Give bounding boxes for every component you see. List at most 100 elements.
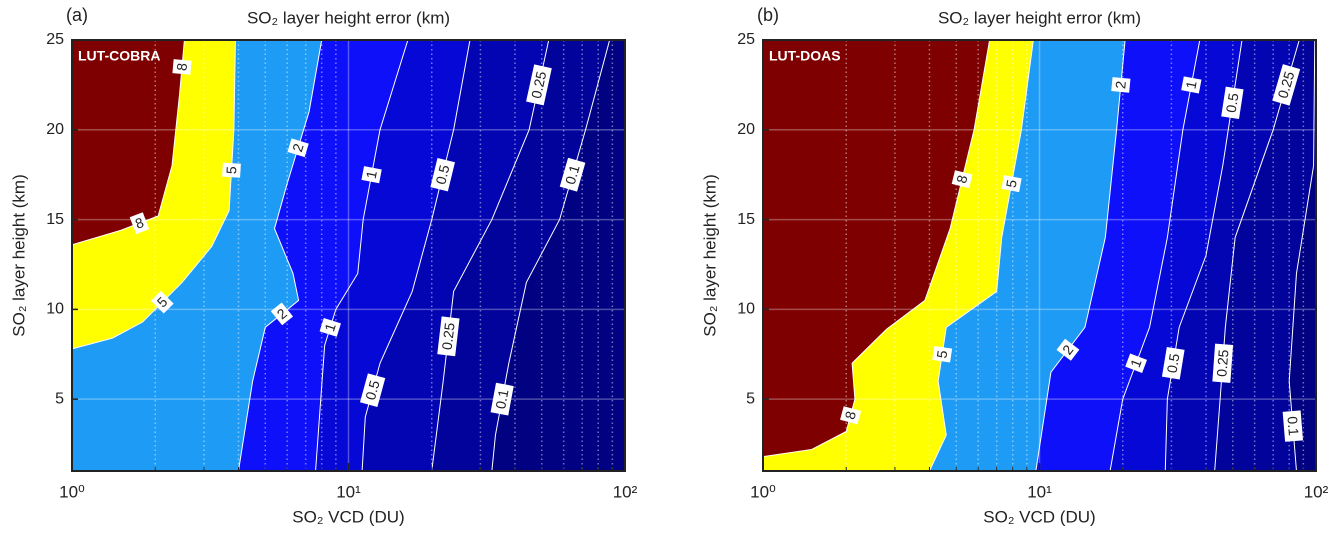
contour-label-group: 8 — [951, 170, 973, 189]
contour-label: 2 — [1112, 80, 1129, 89]
contour-label-box — [932, 346, 953, 363]
contour-label-group: 0.1 — [1282, 410, 1304, 442]
contour-label-box — [526, 64, 552, 106]
contour-label-group: 1 — [361, 166, 382, 184]
contour-line — [1035, 40, 1126, 471]
chart-title: SO₂ layer height error (km) — [247, 8, 450, 27]
contour-label-box — [1001, 175, 1022, 193]
contour-label-box — [129, 212, 150, 235]
contour-line — [361, 40, 471, 471]
contour-label-box — [1181, 76, 1202, 94]
y-axis-label: SO₂ layer height (km) — [700, 174, 719, 336]
contour-label: 1 — [1182, 79, 1199, 90]
contour-label-group: 0.5 — [430, 157, 455, 192]
contour-label-group: 8 — [172, 59, 192, 75]
contour-label: 0.1 — [562, 163, 583, 186]
y-tick-label: 5 — [55, 390, 64, 407]
y-tick-label: 15 — [737, 211, 755, 228]
contour-label-group: 0.1 — [490, 382, 514, 416]
x-tick-label: 10² — [613, 482, 638, 501]
contour-label: 0.25 — [528, 70, 550, 100]
contour-label: 0.1 — [492, 388, 511, 410]
y-tick-label: 20 — [46, 121, 64, 138]
contour-line — [1109, 40, 1201, 471]
contour-line — [1288, 40, 1316, 471]
contour-label-group: 5 — [222, 162, 241, 178]
contour-label: 0.5 — [1163, 352, 1182, 374]
contour-label-group: 0.5 — [1161, 346, 1185, 380]
contour-label-group: 0.1 — [559, 157, 586, 192]
contour-label-box — [490, 382, 514, 416]
contour-label-box — [172, 59, 192, 75]
x-axis-label: SO₂ VCD (DU) — [983, 507, 1095, 526]
contour-label-group: 1 — [1125, 353, 1148, 373]
contour-label-box — [559, 157, 586, 192]
y-tick-label: 15 — [46, 211, 64, 228]
contour-label: 1 — [363, 169, 380, 180]
contour-line — [491, 40, 611, 471]
y-tick-label: 5 — [746, 390, 755, 407]
contour-line — [72, 40, 236, 350]
contour-label: 8 — [953, 173, 970, 185]
contour-label-group: 5 — [1001, 175, 1022, 193]
contour-label-box — [1125, 353, 1148, 373]
x-tick-label: 10¹ — [336, 482, 361, 501]
contour-label-box — [360, 373, 386, 408]
contour-label-box — [1212, 343, 1234, 383]
contour-line — [237, 40, 323, 471]
contour-label-group: 0.5 — [360, 373, 386, 408]
y-tick-label: 10 — [46, 301, 64, 318]
contour-line — [1214, 40, 1300, 471]
panel-label: (b) — [757, 5, 779, 25]
contour-line — [72, 40, 185, 246]
contour-label-group: 8 — [840, 406, 862, 425]
panel-label: (a) — [66, 5, 88, 25]
contour-label-group: 2 — [1056, 338, 1080, 361]
chart-title: SO₂ layer height error (km) — [938, 8, 1141, 27]
contour-line — [431, 40, 550, 471]
contour-label-box — [437, 316, 460, 357]
contour-label: 8 — [842, 409, 860, 421]
contour-label-box — [1111, 77, 1131, 93]
contour-label-group: 8 — [129, 212, 150, 235]
contour-label-box — [361, 166, 382, 184]
contour-label: 5 — [223, 166, 239, 175]
y-tick-label: 20 — [737, 121, 755, 138]
contour-label: 8 — [173, 62, 190, 71]
x-tick-label: 10² — [1304, 482, 1329, 501]
contour-label: 0.25 — [1274, 69, 1297, 100]
contour-fill — [491, 40, 625, 471]
contour-label-box — [1161, 346, 1185, 380]
x-tick-label: 10¹ — [1027, 482, 1052, 501]
y-tick-label: 25 — [46, 31, 64, 48]
contour-label-box — [1272, 64, 1301, 106]
contour-label-box — [840, 406, 862, 425]
contour-label-box — [287, 138, 309, 158]
x-axis-label: SO₂ VCD (DU) — [292, 507, 404, 526]
contour-label-box — [1282, 410, 1304, 442]
contour-label-group: 2 — [270, 302, 294, 326]
contour-fill — [1289, 40, 1316, 471]
contour-line — [1164, 40, 1243, 471]
contour-label: 5 — [933, 349, 950, 359]
contour-line — [929, 40, 1034, 471]
contour-label-group: 1 — [319, 317, 341, 337]
contour-label: 0.5 — [362, 378, 383, 401]
contour-label: 5 — [1003, 178, 1020, 189]
contour-label-box — [1056, 338, 1080, 361]
plot-area — [72, 40, 625, 471]
contour-label-box — [319, 317, 341, 337]
contour-label-group: 0.25 — [526, 64, 552, 106]
contour-label: 0.5 — [432, 163, 452, 186]
contour-label-group: 2 — [287, 138, 309, 158]
x-tick-label: 10⁰ — [59, 482, 85, 501]
contour-label-group: 5 — [150, 290, 174, 314]
contour-label-group: 0.5 — [1221, 86, 1244, 120]
contour-label-group: 5 — [932, 346, 953, 363]
contour-label-box — [270, 302, 294, 326]
y-tick-label: 25 — [737, 31, 755, 48]
contour-label: 0.25 — [1213, 349, 1231, 378]
contour-label-box — [951, 170, 973, 189]
contour-label: 0.25 — [439, 322, 458, 351]
